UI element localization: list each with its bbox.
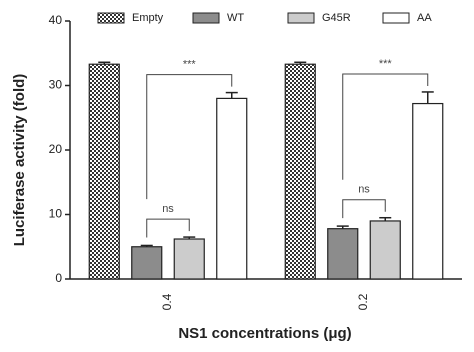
legend-swatch bbox=[287, 12, 315, 24]
legend-swatch bbox=[97, 12, 125, 24]
legend-label: WT bbox=[227, 12, 244, 24]
bar bbox=[216, 97, 248, 280]
y-tick-label: 10 bbox=[49, 207, 63, 221]
y-axis-title: Luciferase activity (fold) bbox=[11, 74, 28, 247]
significance-bracket bbox=[146, 218, 190, 238]
legend-swatch bbox=[382, 12, 410, 24]
significance-label: ns bbox=[358, 184, 370, 196]
bar bbox=[284, 63, 316, 280]
y-tick-label: 20 bbox=[49, 142, 63, 156]
bar bbox=[412, 102, 444, 280]
significance-label: *** bbox=[379, 58, 393, 70]
significance-label: ns bbox=[162, 203, 174, 215]
bar bbox=[369, 220, 401, 280]
legend-swatch bbox=[192, 12, 220, 24]
legend-label: G45R bbox=[322, 12, 351, 24]
y-tick-label: 40 bbox=[49, 13, 63, 27]
bar bbox=[327, 228, 359, 280]
bar bbox=[173, 238, 205, 280]
significance-bracket bbox=[342, 73, 429, 180]
significance-bracket bbox=[342, 199, 386, 219]
legend-label: AA bbox=[417, 12, 432, 24]
x-axis-title: NS1 concentrations (μg) bbox=[178, 325, 351, 342]
y-tick-label: 30 bbox=[49, 78, 63, 92]
significance-bracket bbox=[146, 74, 233, 200]
y-tick-label: 0 bbox=[55, 271, 62, 285]
legend-label: Empty bbox=[132, 12, 164, 24]
x-tick-label: 0.4 bbox=[160, 293, 174, 310]
x-tick-label: 0.2 bbox=[356, 293, 370, 310]
bar bbox=[88, 63, 120, 280]
bar bbox=[131, 246, 163, 280]
significance-label: *** bbox=[183, 59, 197, 71]
